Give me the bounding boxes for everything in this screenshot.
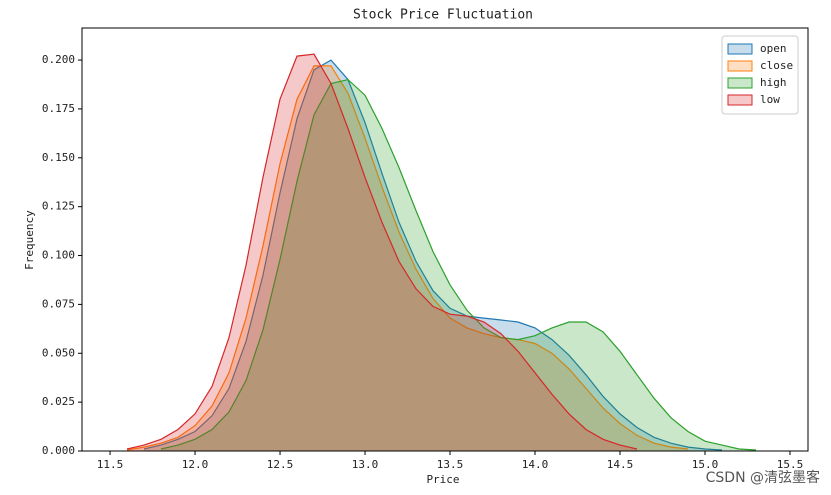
area-fill: [127, 65, 688, 452]
x-tick-label: 13.0: [352, 458, 379, 471]
x-tick-label: 15.0: [692, 458, 719, 471]
area-fill: [161, 79, 756, 451]
y-tick-label: 0.125: [42, 200, 75, 213]
legend-label: high: [760, 76, 787, 89]
legend-label: low: [760, 93, 780, 106]
legend-label: close: [760, 59, 793, 72]
y-tick-label: 0.175: [42, 102, 75, 115]
x-tick-label: 14.0: [522, 458, 549, 471]
legend-swatch: [727, 60, 753, 72]
x-tick-label: 12.0: [182, 458, 209, 471]
y-tick-label: 0.150: [42, 151, 75, 164]
area-line: [126, 65, 689, 451]
y-tick-label: 0.200: [42, 53, 75, 66]
area-line: [126, 53, 638, 450]
legend-swatch: [727, 77, 753, 89]
legend-swatch: [727, 43, 753, 55]
x-axis-label: Price: [426, 473, 459, 486]
y-tick-label: 0.000: [42, 444, 75, 457]
x-tick-label: 13.5: [437, 458, 464, 471]
y-axis-label: Frequency: [23, 210, 36, 270]
chart-title: Stock Price Fluctuation: [353, 8, 533, 23]
x-tick-label: 12.5: [267, 458, 294, 471]
legend-swatch: [727, 94, 753, 106]
y-tick-label: 0.100: [42, 249, 75, 262]
watermark: CSDN @清弦墨客: [706, 469, 820, 486]
area-fill: [127, 54, 637, 451]
area-line: [143, 59, 723, 451]
x-tick-label: 11.5: [97, 458, 124, 471]
area-line: [160, 78, 757, 451]
y-tick-label: 0.075: [42, 297, 75, 310]
x-tick-label: 15.5: [777, 458, 804, 471]
y-tick-label: 0.025: [42, 395, 75, 408]
y-tick-label: 0.050: [42, 346, 75, 359]
x-tick-label: 14.5: [607, 458, 634, 471]
legend-label: open: [760, 42, 787, 55]
plot-frame: [81, 27, 809, 452]
